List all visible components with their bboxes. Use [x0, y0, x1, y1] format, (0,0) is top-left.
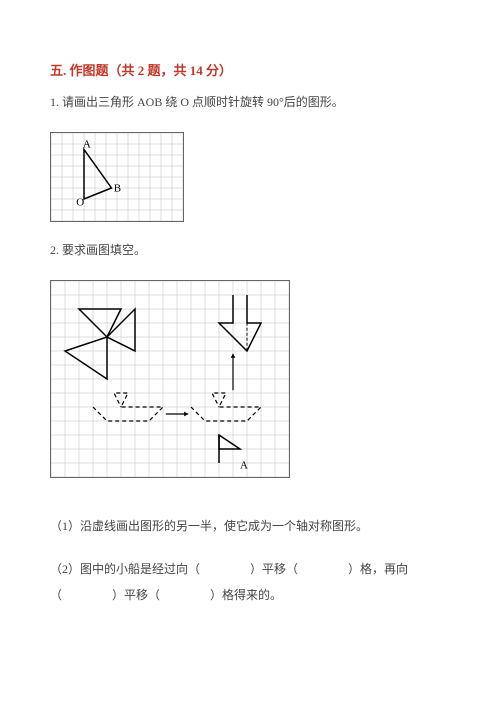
sub-question-1: （1）沿虚线画出图形的另一半，使它成为一个轴对称图形。 [50, 513, 450, 539]
svg-text:A: A [83, 138, 91, 150]
sub2-p4: （ [50, 588, 62, 602]
sub-question-2: （2）图中的小船是经过向（ ）平移（ ）格，再向 （ ）平移（ ）格得来的。 [50, 556, 450, 609]
question-2-text: 2. 要求画图填空。 [50, 241, 450, 260]
figure-1: A O B [50, 132, 184, 222]
figure-2: A [50, 280, 290, 478]
sub2-p1: （2）图中的小船是经过向（ [50, 562, 200, 576]
sub2-p3: ）格，再向 [348, 562, 408, 576]
sub2-p6: ）格得来的。 [210, 588, 282, 602]
svg-text:B: B [114, 182, 121, 194]
sub2-p2: ）平移（ [250, 562, 298, 576]
section-title: 五. 作图题（共 2 题，共 14 分） [50, 60, 450, 79]
sub2-p5: ）平移（ [112, 588, 160, 602]
svg-text:A: A [240, 460, 248, 472]
question-1-text: 1. 请画出三角形 AOB 绕 O 点顺时针旋转 90°后的图形。 [50, 93, 450, 112]
svg-text:O: O [76, 197, 84, 209]
